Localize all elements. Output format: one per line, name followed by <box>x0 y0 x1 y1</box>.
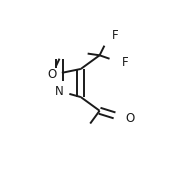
Text: N: N <box>55 85 64 98</box>
Text: O: O <box>47 68 56 81</box>
Text: F: F <box>122 56 128 69</box>
Text: O: O <box>126 112 135 125</box>
Text: F: F <box>112 29 118 42</box>
